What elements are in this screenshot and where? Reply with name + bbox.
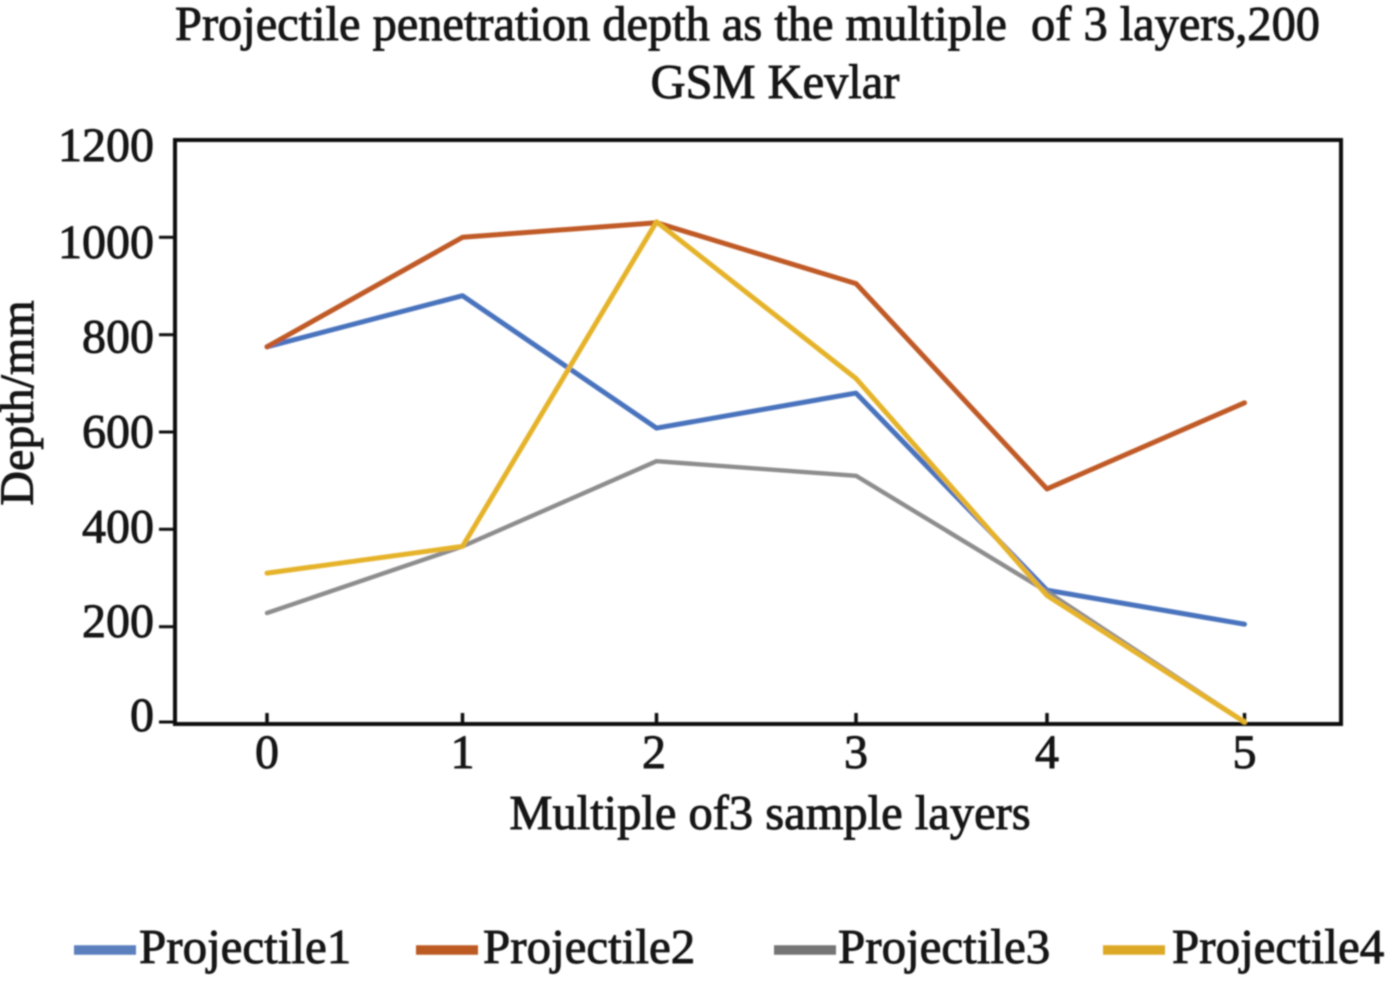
svg-text:1200: 1200 (58, 119, 154, 172)
svg-text:0: 0 (130, 689, 154, 742)
svg-text:Projectile penetration depth a: Projectile penetration depth as the mult… (175, 0, 1320, 51)
svg-text:Multiple of3 sample layers: Multiple of3 sample layers (509, 787, 1030, 840)
svg-text:1: 1 (451, 726, 475, 779)
svg-text:Projectile4: Projectile4 (1172, 919, 1384, 974)
svg-text:2: 2 (642, 726, 666, 779)
svg-text:1000: 1000 (58, 216, 154, 269)
svg-text:Projectile3: Projectile3 (838, 919, 1050, 974)
svg-text:4: 4 (1035, 726, 1059, 779)
svg-text:5: 5 (1233, 726, 1257, 779)
svg-text:3: 3 (844, 726, 868, 779)
svg-text:600: 600 (82, 406, 154, 459)
svg-text:GSM Kevlar: GSM Kevlar (651, 56, 900, 109)
svg-text:800: 800 (82, 311, 154, 364)
svg-text:Projectile2: Projectile2 (483, 919, 695, 974)
svg-text:Depth/mm: Depth/mm (0, 300, 44, 505)
svg-text:400: 400 (82, 501, 154, 554)
svg-text:Projectile1: Projectile1 (139, 919, 351, 974)
svg-text:0: 0 (255, 726, 279, 779)
svg-text:200: 200 (82, 595, 154, 648)
